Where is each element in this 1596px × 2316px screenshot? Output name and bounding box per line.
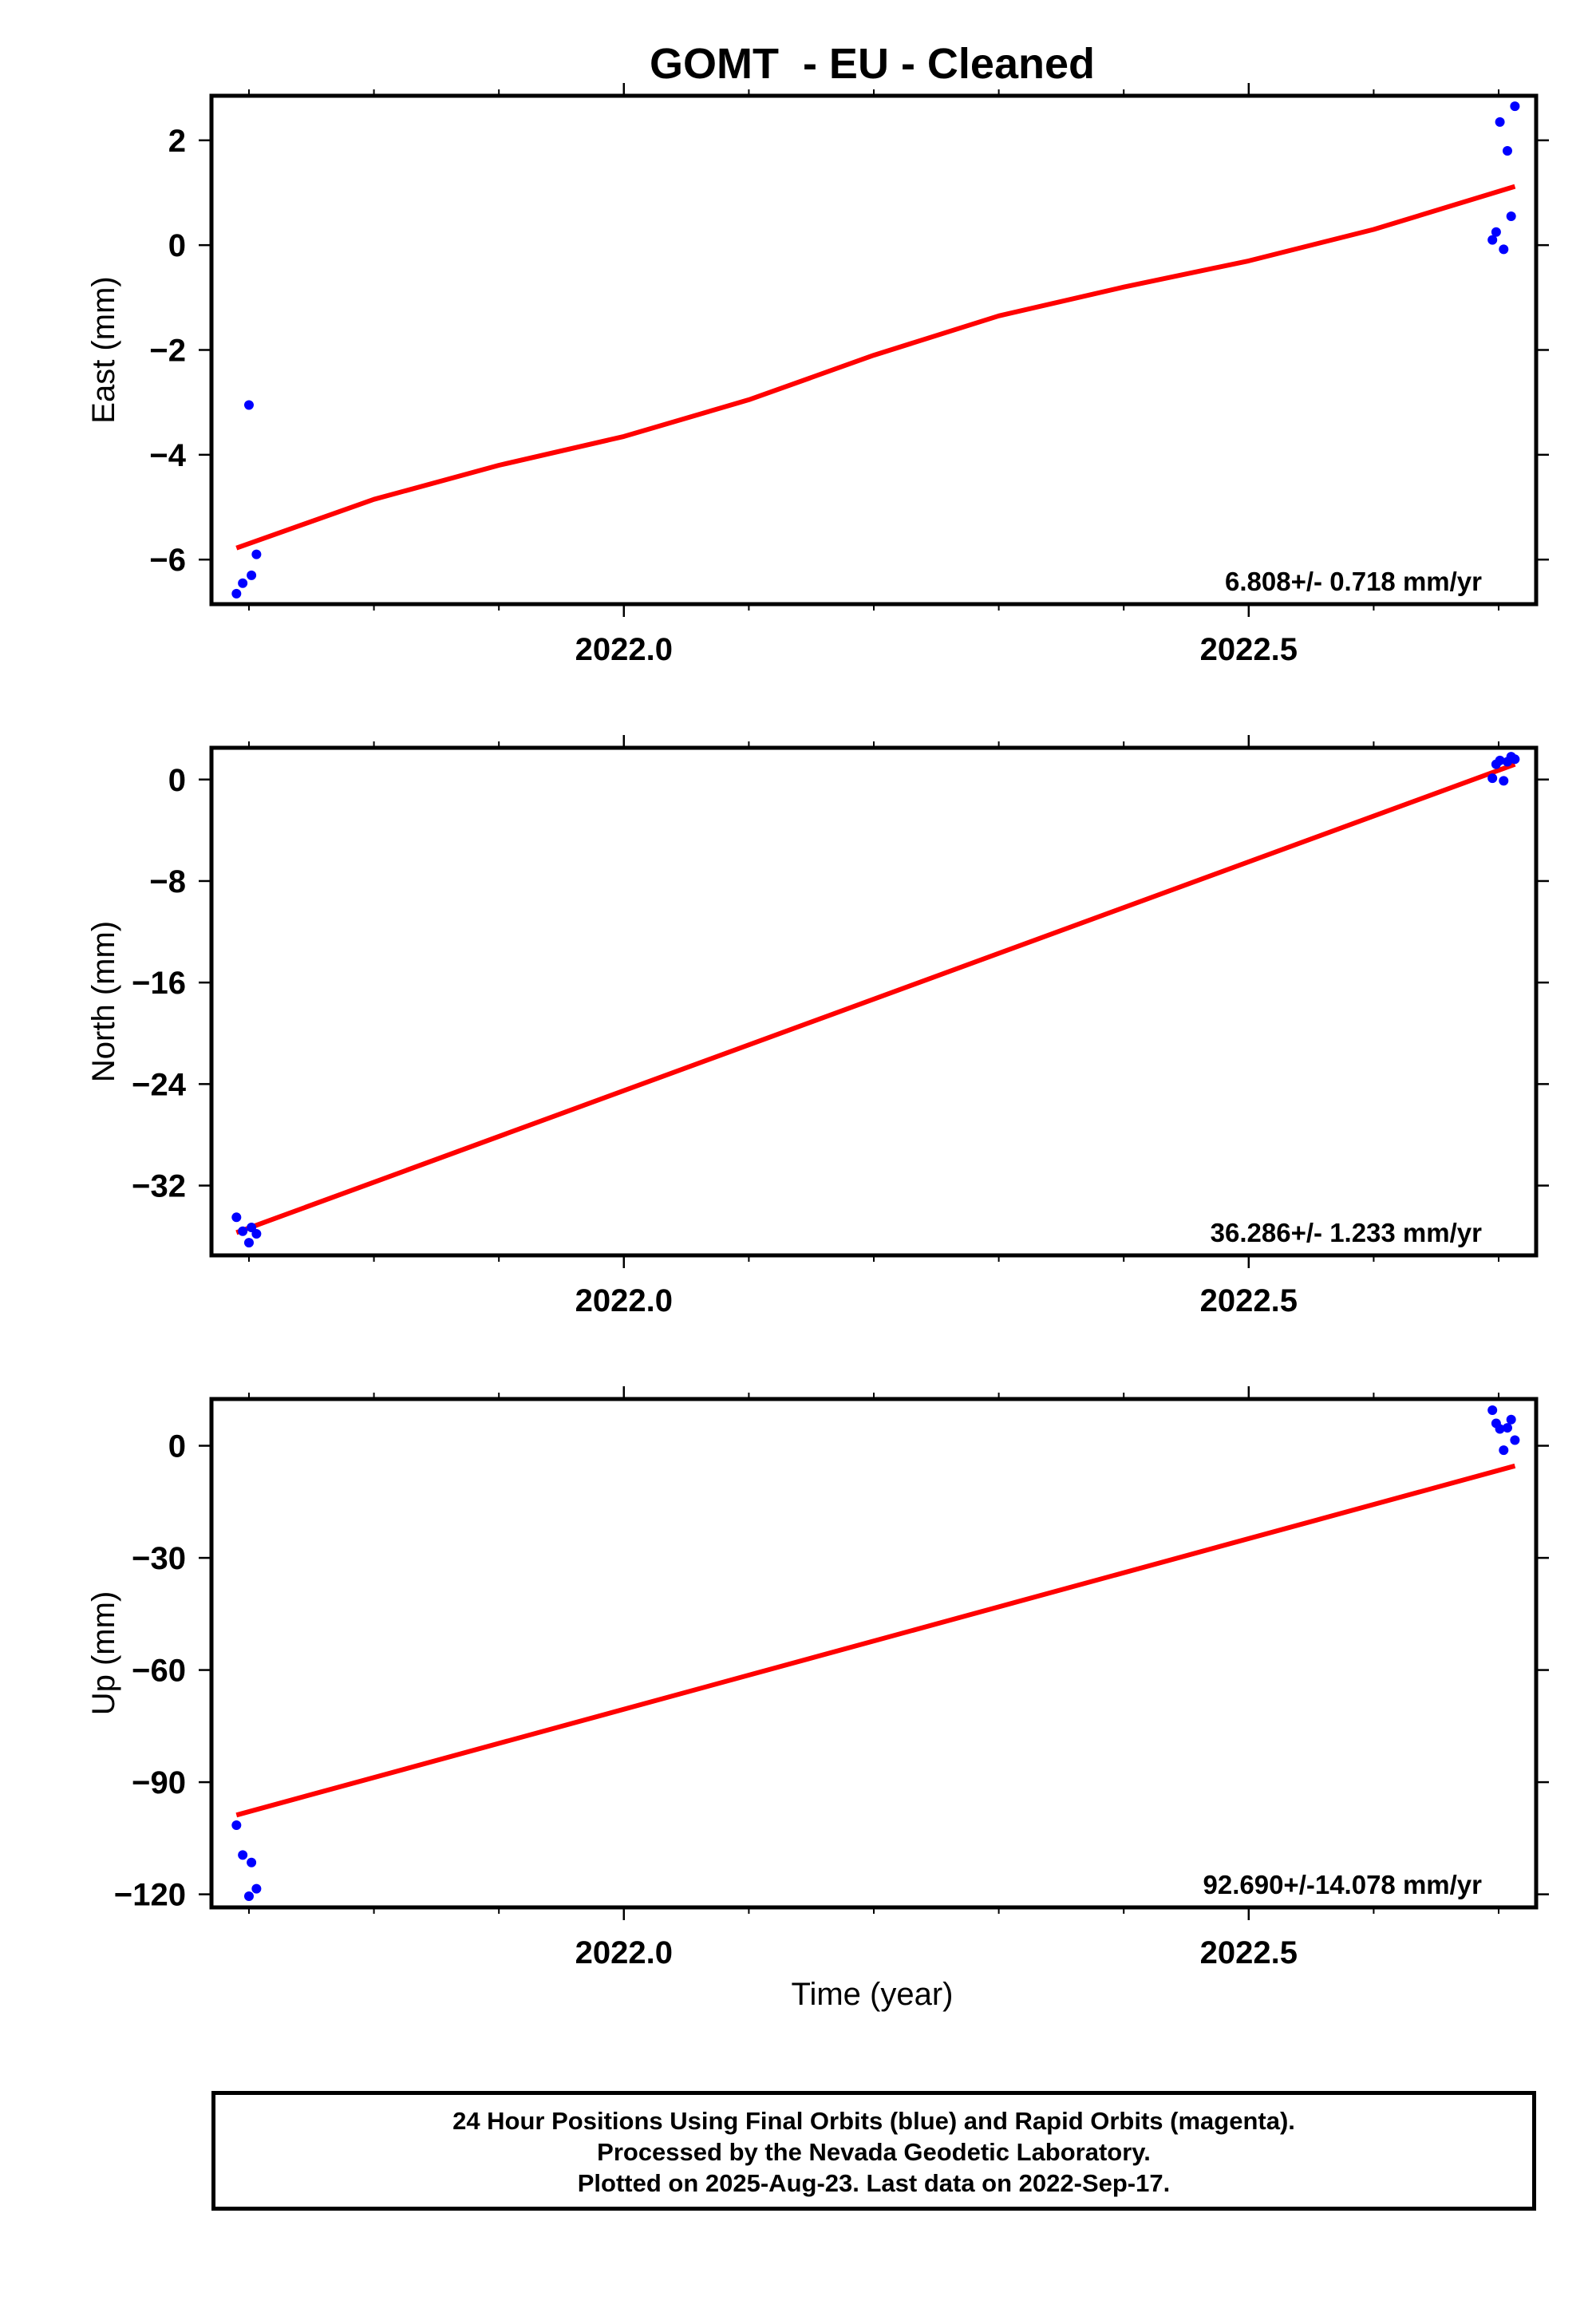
north-data-point <box>231 1212 242 1223</box>
east-panel: 2022.0 2022.5 −6 −4 −2 0 2 East (mm) 6.808+/- 0.… <box>86 83 1549 667</box>
east-data-point <box>247 570 257 580</box>
east-data-point <box>1487 235 1498 245</box>
east-fit-line <box>235 184 1516 551</box>
north-data-point <box>1510 754 1520 765</box>
footer-line-2: Processed by the Nevada Geodetic Laborat… <box>597 2138 1151 2166</box>
up-data-point <box>231 1820 242 1830</box>
up-rate-label: 92.690+/-14.078 mm/yr <box>1203 1870 1482 1899</box>
north-data-point <box>1499 776 1509 786</box>
east-data-point <box>1495 117 1505 127</box>
up-y-tick-label: −60 <box>132 1654 186 1689</box>
east-y-tick-label: −2 <box>149 334 186 369</box>
east-y-axis-label: East (mm) <box>86 276 121 423</box>
east-data-point <box>1506 211 1516 222</box>
up-y-tick-label: −90 <box>132 1765 186 1800</box>
chart-title: GOMT - EU - Cleaned <box>650 40 1095 88</box>
footer-box: 24 Hour Positions Using Final Orbits (bl… <box>211 2091 1536 2211</box>
east-data-point <box>231 588 242 599</box>
up-panel: 2022.0 2022.5 −120 −90 −60 −30 0 Up (mm) 92.690+… <box>86 1386 1549 1970</box>
east-data-point <box>251 549 262 559</box>
north-x-tick-label: 2022.0 <box>575 1283 673 1318</box>
x-axis-label: Time (year) <box>792 1977 954 2012</box>
north-y-tick-label: −32 <box>132 1169 186 1204</box>
up-data-point <box>1495 1424 1505 1434</box>
up-data-point <box>1506 1414 1516 1425</box>
north-y-axis-label: North (mm) <box>86 921 121 1082</box>
east-x-tick-label: 2022.5 <box>1200 632 1298 667</box>
east-x-tick-label: 2022.0 <box>575 632 673 667</box>
up-data-point <box>247 1857 257 1867</box>
north-data-point <box>251 1228 262 1239</box>
up-x-tick-label: 2022.0 <box>575 1935 673 1970</box>
east-data-point <box>1499 244 1509 255</box>
east-data-point <box>243 400 254 410</box>
east-y-tick-label: 2 <box>168 124 186 159</box>
up-frame <box>209 1397 1539 1910</box>
east-y-tick-label: −4 <box>149 438 186 473</box>
up-data-point <box>243 1891 254 1901</box>
up-data-point <box>251 1883 262 1894</box>
up-data-point <box>1510 1435 1520 1445</box>
east-data-point <box>1510 101 1520 112</box>
north-x-tick-label: 2022.5 <box>1200 1283 1298 1318</box>
north-y-tick-label: −16 <box>132 966 186 1001</box>
up-y-axis-label: Up (mm) <box>86 1591 121 1716</box>
east-frame <box>209 93 1539 607</box>
north-y-tick-label: 0 <box>168 763 186 798</box>
east-data-point <box>1491 227 1501 237</box>
east-y-tick-label: −6 <box>149 543 186 578</box>
east-y-tick-label: 0 <box>168 228 186 263</box>
north-data-point <box>243 1238 254 1248</box>
north-fit-line <box>235 761 1516 1235</box>
north-panel: 2022.0 2022.5 −32 −24 −16 −8 0 North (mm) 36.286… <box>86 735 1549 1318</box>
east-data-point <box>238 578 248 588</box>
up-fit-line <box>235 1463 1516 1818</box>
footer-line-3: Plotted on 2025-Aug-23. Last data on 202… <box>577 2169 1171 2197</box>
east-data-point <box>1502 145 1512 156</box>
east-rate-label: 6.808+/- 0.718 mm/yr <box>1225 567 1482 596</box>
up-y-tick-label: 0 <box>168 1429 186 1464</box>
up-data-point <box>238 1850 248 1860</box>
up-data-point <box>1499 1445 1509 1456</box>
north-rate-label: 36.286+/- 1.233 mm/yr <box>1211 1218 1482 1247</box>
north-y-tick-label: −24 <box>132 1067 187 1102</box>
up-data-point <box>1487 1405 1498 1416</box>
up-y-tick-label: −30 <box>132 1541 186 1576</box>
panels: 2022.0 2022.5 −6 −4 −2 0 2 East (mm) 6.808+/- 0.… <box>86 83 1549 1970</box>
up-data-point <box>1502 1423 1512 1433</box>
north-data-point <box>238 1226 248 1236</box>
footer-line-1: 24 Hour Positions Using Final Orbits (bl… <box>452 2107 1295 2135</box>
up-x-tick-label: 2022.5 <box>1200 1935 1298 1970</box>
north-y-tick-label: −8 <box>149 864 186 899</box>
north-data-point <box>1487 773 1498 784</box>
up-y-tick-label: −120 <box>114 1878 186 1913</box>
north-data-point <box>1495 755 1505 765</box>
